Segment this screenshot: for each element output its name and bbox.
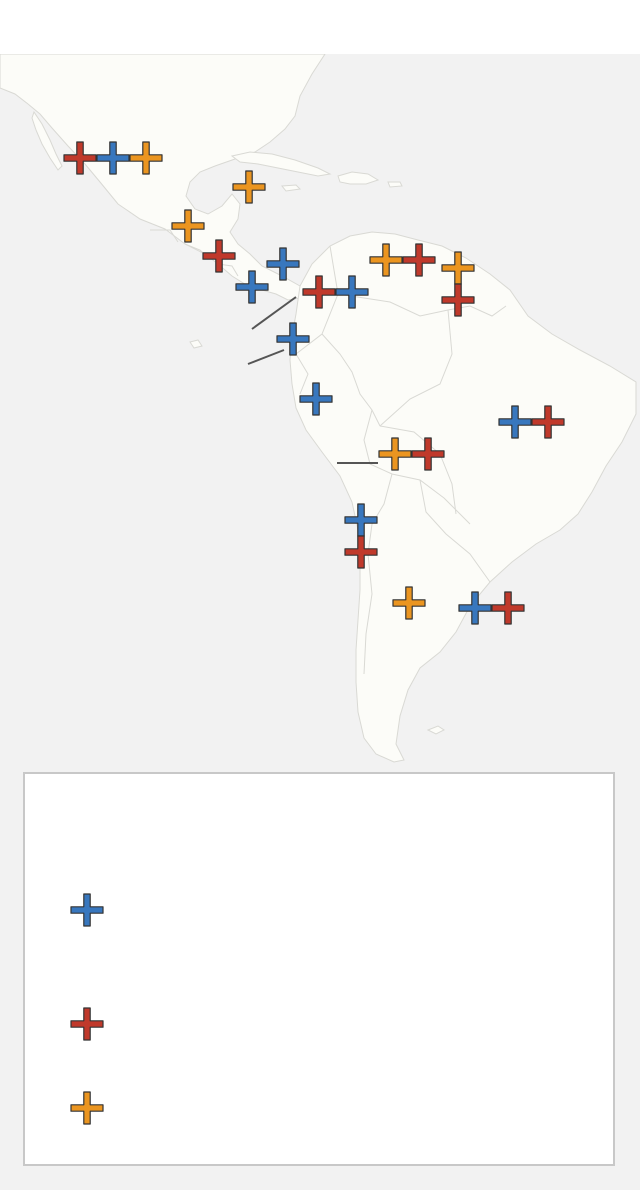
legend-marker-red [70,1007,104,1041]
legend-entry-red [67,1004,587,1044]
land-layer [0,54,637,763]
cuba-land [230,151,332,177]
map-svg[interactable] [0,54,640,770]
marker-guatemala-orange[interactable] [171,209,205,243]
leader-line-colombia [251,296,297,330]
marker-brazil-red[interactable] [531,405,565,439]
markers-layer [63,141,565,625]
marker-mexico-blue[interactable] [96,141,130,175]
legend-entry-orange [67,1088,587,1128]
baja-california-land [31,110,63,171]
leader-line-ecuador [247,349,285,365]
marker-cuba-orange[interactable] [232,170,266,204]
marker-nicaragua-costa-rica-blue[interactable] [266,247,300,281]
legend-cross-orange[interactable] [70,1091,104,1125]
marker-bolivia-orange[interactable] [378,437,412,471]
header-band [0,0,640,54]
marker-venezuela-red[interactable] [402,243,436,277]
hispaniola-land [337,171,380,185]
marker-peru-blue[interactable] [299,382,333,416]
legend-entry-blue [67,890,587,930]
jamaica-land [281,184,302,192]
marker-ecuador-blue[interactable] [276,322,310,356]
marker-bolivia-red[interactable] [411,437,445,471]
marker-chile-central-red[interactable] [344,535,378,569]
legend-marker-blue [70,893,104,927]
marker-uruguay-red[interactable] [491,591,525,625]
legend-cross-red[interactable] [70,1007,104,1041]
marker-mexico-orange[interactable] [129,141,163,175]
galapagos-land [189,339,203,349]
marker-venezuela-orange[interactable] [369,243,403,277]
marker-brazil-blue[interactable] [498,405,532,439]
marker-guyana-red[interactable] [441,283,475,317]
leader-lines [247,296,378,464]
marker-uruguay-blue[interactable] [458,591,492,625]
marker-colombia-red[interactable] [302,275,336,309]
marker-argentina-orange[interactable] [392,586,426,620]
south-america-land [289,231,637,763]
marker-colombia-blue[interactable] [335,275,369,309]
puerto-rico-land [387,181,403,188]
marker-panama-blue[interactable] [235,270,269,304]
falklands-land [426,725,445,735]
legend-marker-orange [70,1091,104,1125]
marker-honduras-nicaragua-red[interactable] [202,239,236,273]
marker-mexico-red[interactable] [63,141,97,175]
legend-cross-blue[interactable] [70,893,104,927]
legend [23,772,615,1166]
